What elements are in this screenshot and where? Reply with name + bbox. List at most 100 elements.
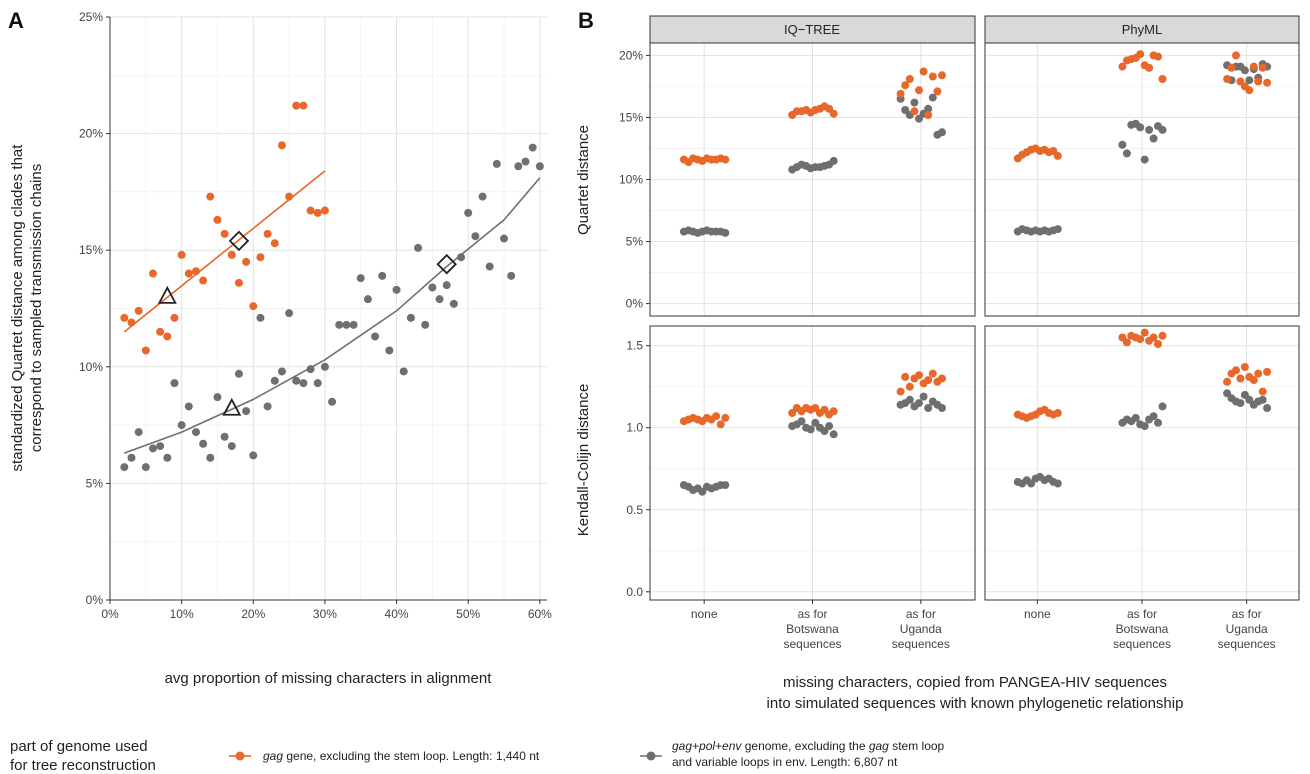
point-orange <box>156 327 165 336</box>
point-gray <box>507 271 516 280</box>
y-tick-label: 20% <box>79 127 103 141</box>
row-label-kendall-colijn: Kendall-Colijn distance <box>575 384 592 537</box>
point-gray <box>249 451 258 460</box>
point-orange <box>206 192 215 201</box>
point-gray <box>141 463 150 472</box>
point-orange <box>1258 63 1267 72</box>
panel-a-markers <box>157 230 457 416</box>
point-gray <box>449 299 458 308</box>
point-gray <box>242 407 251 416</box>
point-orange <box>256 253 265 262</box>
facet-iq-tree-quartet: 0% 5% 10% 15% 20% <box>619 42 976 317</box>
point-orange <box>938 374 946 383</box>
point-orange <box>313 208 322 217</box>
point-gray <box>1145 125 1154 134</box>
point-orange <box>1118 62 1127 71</box>
triangle-marker <box>222 397 242 416</box>
point-orange <box>127 318 136 327</box>
point-orange <box>910 107 919 116</box>
point-orange <box>1254 77 1263 86</box>
point-gray <box>392 285 401 294</box>
diamond-marker <box>436 253 457 275</box>
point-orange <box>1154 52 1162 61</box>
point-orange <box>901 81 910 90</box>
point-orange <box>1136 335 1145 344</box>
point-gray <box>1122 149 1131 158</box>
category-label: as for <box>1232 607 1262 621</box>
point-gray <box>213 393 222 402</box>
point-gray <box>1236 399 1245 408</box>
point-gray <box>535 162 544 171</box>
point-gray <box>342 320 351 329</box>
point-orange <box>242 257 251 266</box>
y-tick-label: 15% <box>79 243 103 257</box>
point-orange <box>829 109 838 118</box>
point-orange <box>1158 331 1167 340</box>
panel-a-x-ticks: 0% 10% 20% 30% 40% 50% 60% <box>101 600 552 621</box>
y-tick-label: 10% <box>79 360 103 374</box>
point-gray <box>120 463 129 472</box>
y-tick-label: 5% <box>626 235 644 249</box>
point-gray <box>1263 404 1272 412</box>
point-gray <box>363 295 372 304</box>
point-gray <box>285 309 294 318</box>
y-tick-label: 0.0 <box>626 585 643 599</box>
point-orange <box>919 67 928 76</box>
point-orange <box>924 376 933 385</box>
point-orange <box>1154 340 1162 348</box>
x-tick-label: 50% <box>456 607 480 621</box>
legend-title-line1: part of genome used <box>10 738 148 755</box>
point-orange <box>1223 75 1232 83</box>
point-gray <box>220 432 229 441</box>
panel-a-y-axis-label-line2: correspond to sampled transmission chain… <box>28 164 45 452</box>
point-gray <box>806 425 815 434</box>
point-orange <box>829 407 838 416</box>
point-orange <box>270 239 279 248</box>
point-gray <box>227 442 236 451</box>
x-tick-label: 30% <box>313 607 337 621</box>
panel-b-tag: B <box>578 8 594 33</box>
facet-border <box>984 325 1300 601</box>
point-gray <box>485 262 494 271</box>
x-tick-label: 10% <box>170 607 194 621</box>
panel-b-facets: 0% 5% 10% 15% 20% 0.0 0.5 1.0 1.5 <box>619 42 1300 604</box>
point-gray <box>1053 225 1062 234</box>
point-orange <box>1254 369 1263 378</box>
point-orange <box>716 420 725 429</box>
strip-phyml <box>984 15 1300 44</box>
point-gray <box>1245 76 1254 85</box>
facet-border <box>649 42 976 317</box>
point-orange <box>933 87 942 96</box>
point-gray <box>356 274 365 283</box>
legend-orange-dot <box>235 751 245 761</box>
point-gray <box>829 156 838 165</box>
point-gray <box>442 281 451 290</box>
point-orange <box>896 387 905 396</box>
legend-gray-label-line1: gag+pol+env genome, excluding the gag st… <box>672 739 945 753</box>
point-gray <box>335 320 344 329</box>
point-gray <box>1240 66 1249 75</box>
point-orange <box>1232 366 1240 375</box>
facet-phyml-quartet <box>984 42 1300 317</box>
facet-border <box>984 42 1300 317</box>
point-gray <box>500 234 509 243</box>
point-orange <box>721 155 730 164</box>
point-gray <box>148 444 157 453</box>
point-gray <box>825 422 834 431</box>
point-gray <box>938 404 946 412</box>
point-orange <box>1149 333 1158 342</box>
point-orange <box>199 276 208 285</box>
y-tick-label: 10% <box>619 173 643 187</box>
legend-gray-label-line2: and variable loops in env. Length: 6,807… <box>672 755 898 769</box>
facet-phyml-kendall-colijn <box>984 325 1300 604</box>
point-orange <box>292 101 301 110</box>
category-label: as for <box>797 607 827 621</box>
point-orange <box>1227 63 1236 72</box>
point-orange <box>1053 409 1062 417</box>
point-orange <box>712 412 721 421</box>
point-orange <box>177 250 186 259</box>
point-gray <box>378 271 387 280</box>
y-tick-label: 0.5 <box>626 503 643 517</box>
point-gray <box>399 367 408 376</box>
